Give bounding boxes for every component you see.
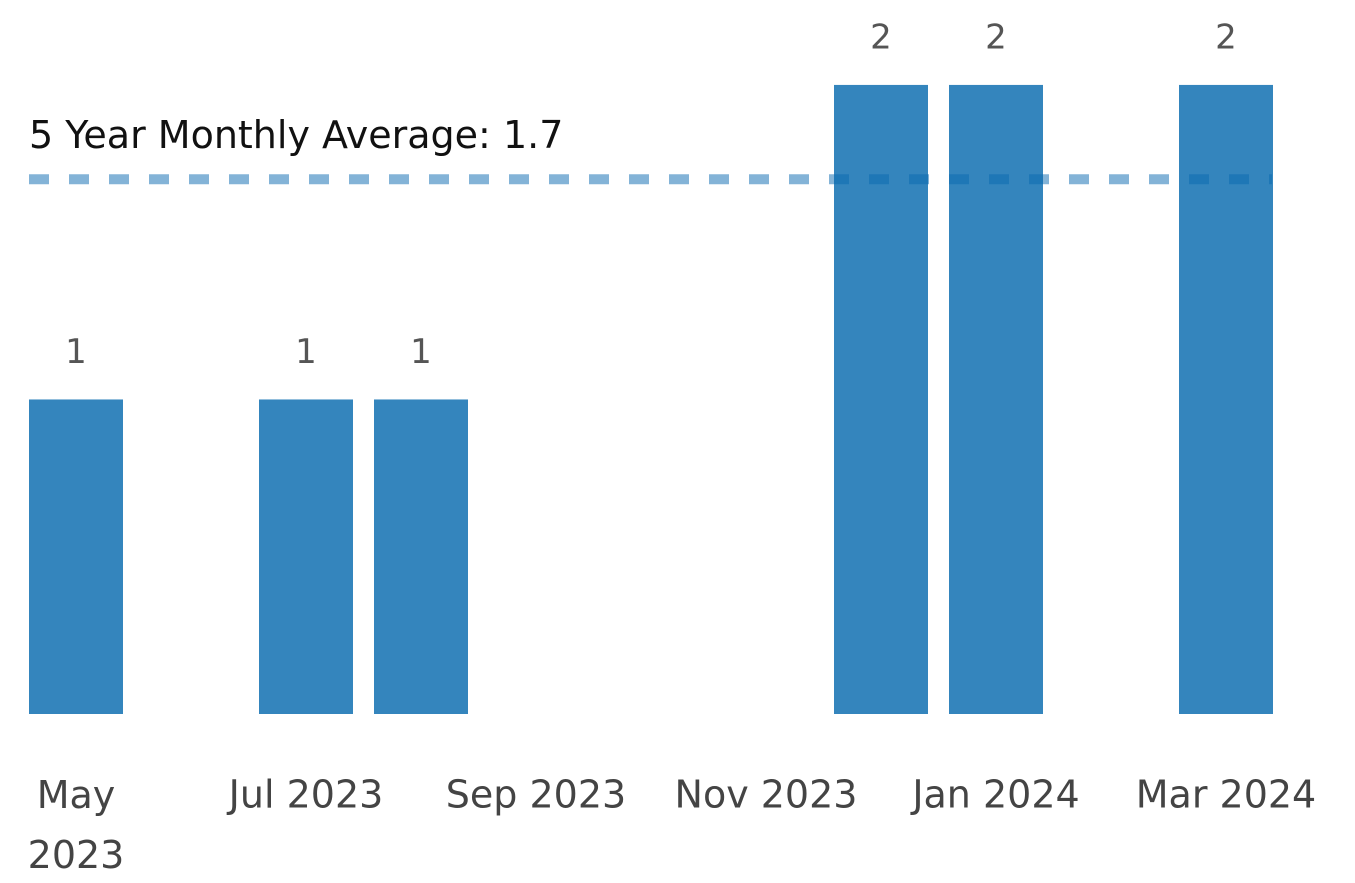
bar — [374, 399, 468, 714]
data-label: 2 — [870, 17, 892, 57]
x-tick-label: May 2023 — [28, 773, 125, 877]
bar — [949, 84, 1043, 714]
x-tick-label: Jul 2023 — [227, 773, 384, 817]
data-label: 1 — [65, 332, 87, 372]
data-label: 1 — [410, 332, 432, 372]
bar — [834, 84, 928, 714]
bar — [259, 399, 353, 714]
bar — [29, 399, 123, 714]
bar — [1179, 84, 1273, 714]
data-label: 2 — [985, 17, 1007, 57]
x-tick-label: Jan 2024 — [910, 773, 1079, 817]
x-tick-label: Nov 2023 — [675, 773, 858, 817]
data-label: 2 — [1215, 17, 1237, 57]
data-label: 1 — [295, 332, 317, 372]
reference-label: 5 Year Monthly Average: 1.7 — [29, 113, 563, 157]
x-tick-label: Mar 2024 — [1136, 773, 1316, 817]
x-tick-label: Sep 2023 — [446, 773, 626, 817]
